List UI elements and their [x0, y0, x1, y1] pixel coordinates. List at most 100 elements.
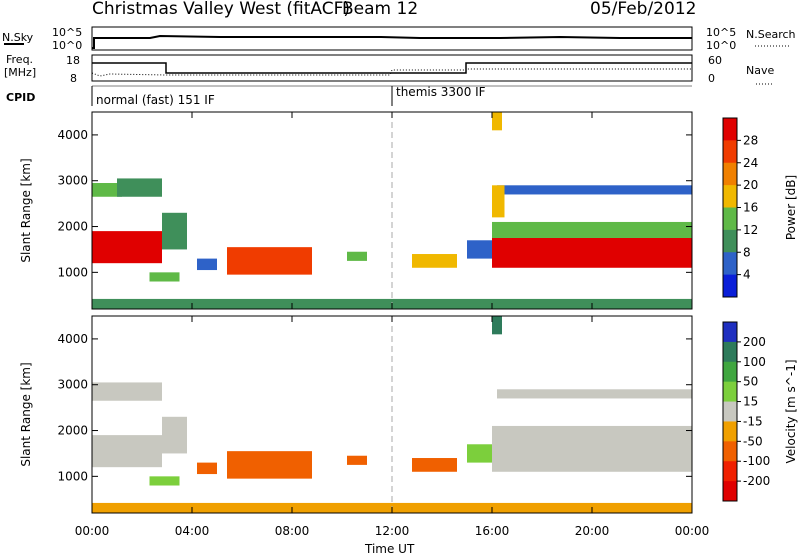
freq-label-line1: Freq. — [6, 53, 33, 66]
x-tick-label: 00:00 — [75, 524, 110, 538]
data-cell — [227, 247, 312, 275]
data-cell — [492, 221, 692, 238]
colorbar-segment — [723, 322, 737, 343]
data-cell — [347, 251, 367, 261]
colorbar-tick-label: 50 — [743, 375, 758, 389]
colorbar-tick-label: 4 — [743, 268, 751, 282]
velocity-panel: 1000 2000 3000 4000 Slant Range [km] 200 100 50… — [19, 315, 798, 514]
colorbar-segment — [723, 341, 737, 363]
data-cell — [149, 476, 180, 486]
colorbar-tick-label: -100 — [743, 454, 770, 468]
data-cell — [92, 435, 162, 468]
data-cell — [197, 462, 217, 475]
y-tick-label: 2000 — [57, 424, 88, 438]
data-cell — [497, 185, 692, 195]
colorbar-segment — [723, 481, 737, 502]
data-cell — [467, 444, 492, 463]
y-tick-label: 4000 — [57, 332, 88, 346]
data-cell — [492, 316, 502, 335]
x-axis-label: Time UT — [364, 542, 415, 554]
nsky-line — [92, 34, 692, 49]
date-label: 05/Feb/2012 — [590, 0, 696, 19]
nsky-strip: N.Sky 10^5 10^0 10^5 10^0 N.Search — [2, 26, 796, 52]
nsky-label: N.Sky — [2, 31, 34, 44]
data-cell — [492, 112, 502, 131]
cpid-segment-label: themis 3300 IF — [396, 85, 486, 99]
beam-label: Beam 12 — [342, 0, 418, 19]
y-tick-label: 2000 — [57, 220, 88, 234]
colorbar-segment — [723, 140, 737, 164]
colorbar-segment — [723, 162, 737, 186]
colorbar-tick-label: 200 — [743, 335, 766, 349]
data-cell — [92, 382, 162, 401]
colorbar-tick-label: 28 — [743, 133, 758, 147]
y-axis-label: Slant Range [km] — [19, 158, 33, 262]
nave-tick-bottom: 0 — [708, 72, 715, 85]
colorbar-tick-label: -50 — [743, 434, 763, 448]
cpid-label: CPID — [6, 91, 35, 104]
data-cell — [162, 212, 187, 250]
colorbar-tick-label: -15 — [743, 414, 763, 428]
data-cell — [492, 237, 692, 268]
colorbar-segment — [723, 207, 737, 231]
colorbar-segment — [723, 401, 737, 422]
x-axis: 00:00 04:00 08:00 12:00 16:00 20:00 00:00 — [75, 112, 710, 538]
power-panel: 1000 2000 3000 4000 Slant Range [km] 4 8 12 16 20… — [19, 111, 798, 310]
colorbar-tick-label: 100 — [743, 355, 766, 369]
colorbar-segment — [723, 118, 737, 141]
colorbar-tick-label: 15 — [743, 395, 758, 409]
y-tick-label: 4000 — [57, 128, 88, 142]
data-cell — [117, 178, 162, 197]
data-cell — [492, 425, 692, 472]
data-cell — [347, 455, 367, 465]
x-tick-label: 20:00 — [575, 524, 610, 538]
cpid-segment-label: normal (fast) 151 IF — [96, 93, 215, 107]
x-tick-label: 08:00 — [275, 524, 310, 538]
y-tick-label: 3000 — [57, 174, 88, 188]
freq-tick-bottom: 8 — [70, 72, 77, 85]
panel-frame — [91, 111, 693, 310]
freq-frame — [91, 54, 693, 82]
colorbar-segment — [723, 185, 737, 208]
x-tick-label: 12:00 — [375, 524, 410, 538]
data-cell — [197, 258, 217, 271]
colorbar-segment — [723, 229, 737, 253]
colorbar-tick-label: 24 — [743, 156, 758, 170]
x-tick-label: 00:00 — [675, 524, 710, 538]
colorbar-label: Power [dB] — [784, 175, 798, 240]
nsearch-label: N.Search — [746, 28, 796, 41]
data-cell — [492, 185, 505, 218]
colorbar-tick-label: 16 — [743, 201, 758, 215]
data-cell — [412, 254, 457, 268]
colorbar-tick-label: 8 — [743, 245, 751, 259]
colorbar-tick-label: -200 — [743, 474, 770, 488]
colorbar-tick-label: 12 — [743, 223, 758, 237]
data-cell — [92, 183, 122, 197]
x-tick-label: 16:00 — [475, 524, 510, 538]
data-cell — [227, 451, 312, 479]
x-tick-label: 04:00 — [175, 524, 210, 538]
y-tick-label: 1000 — [57, 469, 88, 483]
data-cell — [92, 231, 162, 264]
data-cell — [497, 389, 692, 399]
colorbar-segment — [723, 461, 737, 482]
data-cell — [149, 272, 180, 282]
cpid-strip: CPID normal (fast) 151 IF themis 3300 IF — [6, 85, 692, 107]
colorbar-segment — [723, 441, 737, 462]
panel-frame — [91, 315, 693, 514]
nave-tick-top: 60 — [708, 54, 722, 67]
nave-line — [91, 68, 692, 77]
y-axis-label: Slant Range [km] — [19, 362, 33, 466]
colorbar-label: Velocity [m s^-1] — [784, 359, 798, 463]
freq-label-line2: [MHz] — [4, 66, 36, 79]
nsky-tick-bottom: 10^0 — [52, 39, 82, 52]
freq-tick-top: 18 — [66, 54, 80, 67]
colorbar-segment — [723, 361, 737, 383]
nave-label: Nave — [746, 64, 774, 77]
colorbar-segment — [723, 252, 737, 276]
data-cell — [162, 416, 187, 454]
data-cell — [412, 458, 457, 472]
plot-title: Christmas Valley West (fitACF) — [92, 0, 350, 19]
